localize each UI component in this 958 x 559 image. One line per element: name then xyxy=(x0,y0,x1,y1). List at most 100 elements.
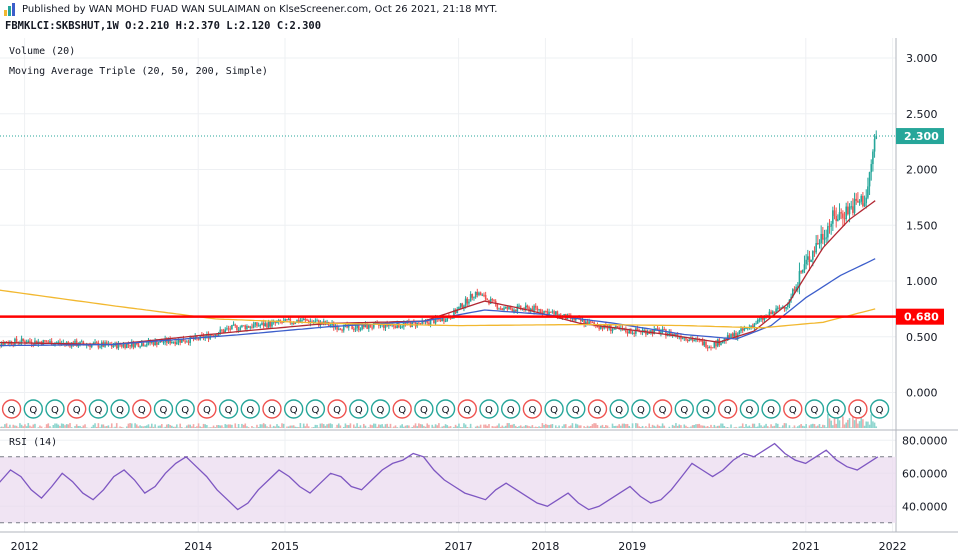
candle-body xyxy=(665,329,667,336)
candle-body xyxy=(605,324,607,328)
volume-bar xyxy=(209,427,212,428)
candle-body xyxy=(658,329,661,334)
volume-bar xyxy=(339,425,342,428)
candle-body xyxy=(516,306,519,312)
candle-body xyxy=(294,322,297,324)
candle-body xyxy=(504,306,507,308)
candle-body xyxy=(541,312,544,314)
candle-body xyxy=(778,307,781,309)
volume-bar xyxy=(538,426,540,428)
candle-body xyxy=(140,343,143,347)
time-axis-tick: 2015 xyxy=(271,540,299,553)
candle-body xyxy=(449,318,452,320)
candle-body xyxy=(4,342,6,345)
candle-body xyxy=(705,341,707,348)
candle-body xyxy=(130,341,133,347)
candle-body xyxy=(680,336,682,339)
candle-body xyxy=(633,332,636,334)
volume-bar xyxy=(818,424,821,428)
time-axis-tick: 2018 xyxy=(531,540,559,553)
candle-body xyxy=(438,318,440,320)
volume-bar xyxy=(431,424,434,428)
volume-bar xyxy=(65,424,68,428)
volume-bar xyxy=(404,425,407,428)
candle-body xyxy=(234,324,237,326)
volume-bar xyxy=(34,423,36,428)
candle-body xyxy=(484,295,487,300)
volume-bar xyxy=(568,426,570,428)
candle-body xyxy=(291,322,293,324)
volume-bar xyxy=(703,425,706,428)
volume-bar xyxy=(352,424,355,428)
candle-body xyxy=(444,320,447,322)
candle-body xyxy=(691,339,694,341)
earnings-q-badge xyxy=(370,399,391,419)
volume-bar xyxy=(613,426,615,428)
volume-bar xyxy=(791,427,794,428)
volume-bar xyxy=(234,423,237,428)
volume-bar xyxy=(129,423,131,428)
volume-bar xyxy=(426,423,429,428)
candle-body xyxy=(329,325,332,327)
volume-bar xyxy=(463,423,465,428)
volume-bar xyxy=(616,425,619,428)
volume-bar xyxy=(378,424,380,428)
volume-bar xyxy=(266,426,268,428)
candle-body xyxy=(297,319,300,323)
volume-bar xyxy=(760,425,762,428)
candle-body xyxy=(436,317,439,319)
candle-body xyxy=(584,321,587,325)
volume-bar xyxy=(843,424,846,428)
candle-body xyxy=(32,344,35,346)
volume-bar xyxy=(528,426,530,428)
volume-bar xyxy=(775,423,777,428)
volume-bar xyxy=(216,425,218,428)
earnings-q-badge-letter: Q xyxy=(745,405,753,416)
volume-bar xyxy=(625,424,627,428)
volume-bar xyxy=(329,423,332,428)
candle-body xyxy=(296,319,298,323)
candle-body xyxy=(139,346,141,348)
volume-bar xyxy=(75,424,78,428)
candle-body xyxy=(154,340,156,346)
volume-bar xyxy=(271,427,273,428)
candle-body xyxy=(374,322,377,324)
candle-body xyxy=(511,308,514,312)
candle-body xyxy=(214,334,217,337)
candle-body xyxy=(489,299,492,304)
volume-bar xyxy=(172,426,175,428)
volume-bar xyxy=(144,425,146,428)
volume-bar xyxy=(865,421,868,428)
volume-bar xyxy=(668,426,671,428)
volume-bar xyxy=(676,425,679,428)
volume-bar xyxy=(696,424,699,428)
volume-bar xyxy=(356,423,358,428)
volume-bar xyxy=(730,424,732,428)
volume-bar xyxy=(626,423,629,428)
candle-body xyxy=(379,324,382,326)
volume-bar xyxy=(77,426,80,428)
candle-body xyxy=(249,326,252,328)
volume-bar xyxy=(705,426,707,428)
candle-body xyxy=(546,311,549,316)
candle-body xyxy=(196,336,198,338)
rsi-band xyxy=(0,456,896,523)
volume-bar xyxy=(282,423,285,428)
earnings-q-badge-letter: Q xyxy=(73,405,81,416)
earnings-q-badge-letter: Q xyxy=(832,405,840,416)
candle-body xyxy=(252,324,255,328)
volume-bar xyxy=(660,426,662,428)
volume-bar xyxy=(92,424,95,428)
volume-bar xyxy=(169,425,171,428)
candle-body xyxy=(236,325,238,331)
candle-body xyxy=(145,344,148,346)
volume-bar xyxy=(20,424,23,428)
candle-body xyxy=(177,339,180,343)
candle-body xyxy=(646,332,649,335)
volume-bar xyxy=(59,425,61,428)
volume-bar xyxy=(433,426,435,428)
volume-bar xyxy=(584,427,587,428)
candle-body xyxy=(668,331,671,335)
candle-body xyxy=(14,338,16,345)
volume-bar xyxy=(17,427,20,428)
